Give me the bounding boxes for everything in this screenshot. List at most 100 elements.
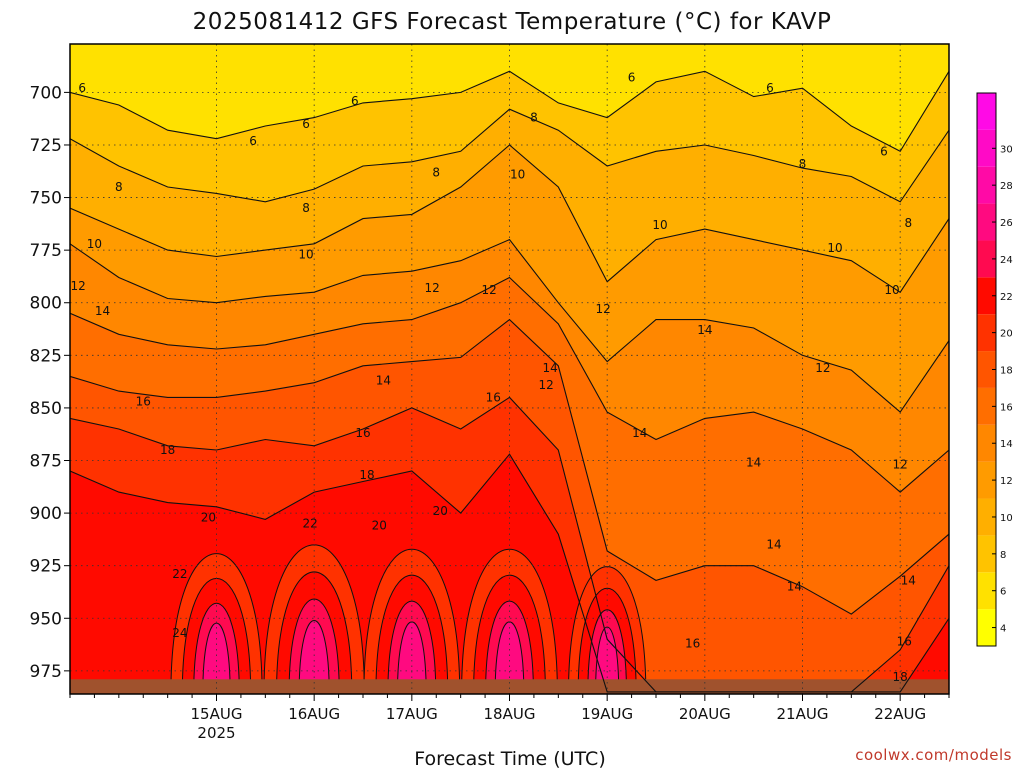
isotherm-16	[70, 318, 949, 615]
warm-pocket-0-3	[202, 622, 231, 694]
contour-label: 20	[201, 510, 216, 524]
colorbar-tick-label: 24	[1000, 255, 1013, 266]
y-tick-label: 800	[30, 294, 62, 314]
contour-label: 8	[530, 111, 538, 125]
warm-pocket-1-3	[298, 620, 330, 694]
contour-label: 8	[799, 157, 807, 171]
colorbar-segment	[977, 277, 996, 315]
colorbar-segment	[977, 166, 996, 204]
colorbar-tick-label: 14	[1000, 439, 1013, 450]
contour-labels: 6 6 6 6 6 6 6 8 8 8 8 8 8 10 10 10 10 10 10 12 12 12 12 12 12 12 1…	[70, 71, 915, 685]
contour-label: 6	[351, 94, 359, 108]
colorbar-tick-label: 12	[1000, 476, 1013, 487]
contour-label: 8	[115, 180, 123, 194]
credit-link[interactable]: coolwx.com/models	[855, 746, 1012, 764]
contour-label: 10	[827, 241, 842, 255]
contour-label: 16	[355, 426, 370, 440]
y-tick-label: 925	[30, 557, 62, 577]
contour-label: 10	[298, 247, 313, 261]
contour-label: 6	[628, 71, 636, 85]
y-tick-label: 750	[30, 189, 62, 209]
colorbar-segment	[977, 203, 996, 241]
colorbar-tick-label: 16	[1000, 402, 1013, 413]
contour-label: 14	[746, 456, 761, 470]
colorbar-tick-label: 28	[1000, 181, 1013, 192]
y-tick-label: 725	[30, 136, 62, 156]
contour-label: 6	[249, 134, 257, 148]
y-tick-label: 900	[30, 504, 62, 524]
x-tick-label: 16AUG	[288, 705, 340, 723]
contour-label: 10	[510, 167, 525, 181]
colorbar-segment	[977, 572, 996, 610]
colorbar-segment	[977, 461, 996, 499]
contour-label: 10	[884, 283, 899, 297]
contour-label: 8	[302, 201, 310, 215]
warm-pocket-3-3	[494, 621, 525, 694]
colorbar-legend: 4 6 8 10 12 14 16 18 20 22 24 26 28 30	[976, 92, 1013, 647]
warm-pocket-2-3	[396, 621, 427, 694]
colorbar-segment	[977, 609, 996, 646]
contour-label: 12	[482, 283, 497, 297]
isotherm-8	[70, 108, 949, 203]
colorbar-tick-label: 18	[1000, 366, 1013, 377]
contour-label: 16	[897, 634, 912, 648]
colorbar-segment	[977, 351, 996, 388]
y-tick-label: 975	[30, 662, 62, 682]
y-tick-label: 875	[30, 452, 62, 472]
contour-label: 16	[136, 395, 151, 409]
x-tick-label: 17AUG	[386, 705, 438, 723]
contour-label: 14	[901, 573, 916, 587]
contour-label: 12	[815, 361, 830, 375]
colorbar-tick-label: 22	[1000, 292, 1013, 303]
isotherm-14	[70, 276, 949, 493]
contour-label: 14	[543, 361, 558, 375]
contour-label: 14	[766, 538, 781, 552]
y-axis: 700 725 750 775 800 825 850 875 900 925 950 975	[30, 83, 70, 682]
x-tick-label: 15AUG	[191, 705, 243, 723]
contour-label: 10	[87, 237, 102, 251]
contour-label: 14	[632, 426, 647, 440]
contour-label: 14	[787, 580, 802, 594]
colorbar-tick-label: 26	[1000, 218, 1013, 229]
terrain-strip	[70, 679, 949, 694]
contour-lines	[70, 70, 949, 693]
contour-label: 22	[172, 567, 187, 581]
y-tick-label: 700	[30, 83, 62, 103]
colorbar-segment	[977, 424, 996, 462]
x-tick-sublabel: 2025	[197, 724, 235, 742]
colorbar-segment	[977, 129, 996, 167]
colorbar-segment	[977, 240, 996, 278]
contour-label: 14	[697, 323, 712, 337]
contour-label: 22	[302, 517, 317, 531]
colorbar-segment	[977, 314, 996, 352]
x-tick-label: 18AUG	[484, 705, 536, 723]
isotherm-6	[70, 70, 949, 153]
x-axis-label: Forecast Time (UTC)	[414, 748, 605, 768]
chart-title: 2025081412 GFS Forecast Temperature (°C)…	[193, 9, 832, 35]
colorbar-segment	[977, 387, 996, 425]
ground-terrain	[70, 679, 949, 694]
contour-label: 6	[880, 144, 888, 158]
contour-label: 6	[766, 81, 774, 95]
contour-label: 16	[685, 637, 700, 651]
contour-label: 14	[376, 374, 391, 388]
contour-label: 12	[893, 458, 908, 472]
colorbar-segment	[977, 93, 996, 130]
isotherm-12	[70, 238, 949, 413]
contour-label: 6	[302, 117, 310, 131]
contour-label: 8	[904, 216, 912, 230]
colorbar-segment	[977, 535, 996, 573]
colorbar-tick-label: 6	[1000, 587, 1006, 598]
contour-label: 14	[95, 304, 110, 318]
x-tick-label: 21AUG	[777, 705, 829, 723]
x-tick-label: 22AUG	[874, 705, 926, 723]
y-tick-label: 850	[30, 399, 62, 419]
contour-label: 12	[538, 378, 553, 392]
colorbar-tick-label: 4	[1000, 624, 1006, 635]
contour-label: 12	[595, 302, 610, 316]
contour-label: 16	[486, 390, 501, 404]
x-tick-label: 20AUG	[679, 705, 731, 723]
isotherm-10	[70, 144, 949, 293]
